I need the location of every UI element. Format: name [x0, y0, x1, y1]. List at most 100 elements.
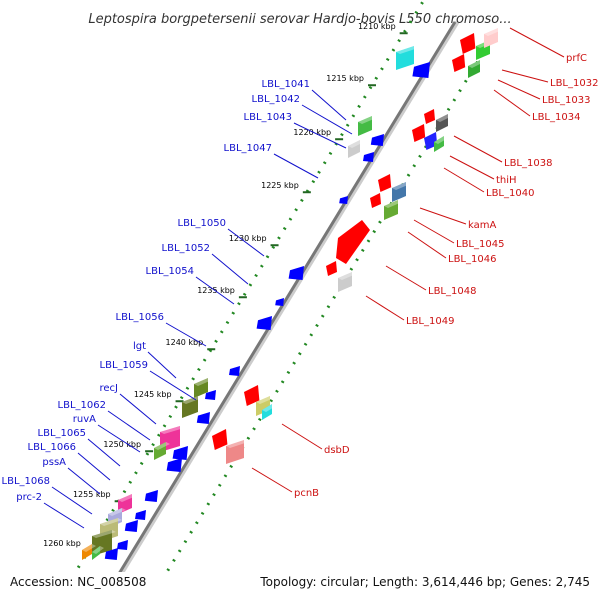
- minus-feature-29: [92, 546, 104, 560]
- gene-label-kamA: kamA: [419, 207, 496, 231]
- gene-label-text: LBL_1050: [178, 218, 226, 229]
- plus-feature-9: [434, 136, 448, 152]
- tick-8: 1250 kbp: [103, 440, 154, 453]
- plus-feature-19: [262, 404, 276, 420]
- minus-feature-1: [412, 62, 430, 78]
- gene-label-pcnB: pcnB: [251, 467, 319, 499]
- gene-label-LBL_1050: LBL_1050: [178, 218, 265, 257]
- minus-feature-18: [166, 458, 182, 472]
- gene-label-text: pssA: [42, 457, 66, 468]
- backbone-main: [101, 21, 457, 600]
- plus-feature-20: [212, 429, 228, 450]
- minus-feature-21: [135, 510, 146, 520]
- plus-feature-8: [424, 132, 438, 150]
- plus-feature-0: [460, 33, 476, 54]
- plus-feature-4: [484, 28, 502, 48]
- tick-label: 1210 kbp: [358, 22, 396, 31]
- gene-label-LBL_1040: LBL_1040: [443, 167, 534, 199]
- tick-label: 1240 kbp: [166, 338, 204, 347]
- minus-feature-11: [194, 378, 212, 398]
- tick-7: 1245 kbp: [134, 390, 184, 403]
- gene-label-text: prc-2: [16, 492, 42, 503]
- gene-label-LBL_1033: LBL_1033: [497, 79, 590, 106]
- plus-feature-10: [378, 174, 392, 192]
- gene-label-LBL_1048: LBL_1048: [385, 265, 476, 297]
- tick-label: 1245 kbp: [134, 390, 172, 399]
- plus-feature-3: [468, 60, 484, 78]
- minus-feature-10: [229, 366, 240, 376]
- tick-label: 1220 kbp: [293, 128, 331, 137]
- gene-label-text: prfC: [566, 53, 587, 64]
- minus-feature-27: [104, 548, 118, 560]
- gene-label-LBL_1045: LBL_1045: [413, 219, 504, 250]
- gene-label-text: LBL_1047: [224, 143, 272, 154]
- gene-label-LBL_1056: LBL_1056: [116, 312, 207, 347]
- minus-feature-4: [348, 140, 364, 158]
- label-layer: LBL_1041 LBL_1042 LBL_1043 LBL_1047 LBL_1050…: [2, 27, 598, 529]
- gene-label-ruvA: ruvA: [73, 414, 141, 453]
- footer-background: [0, 572, 600, 600]
- gene-label-text: LBL_1040: [486, 188, 534, 199]
- gene-label-LBL_1065: LBL_1065: [38, 428, 121, 467]
- gene-label-lgt: lgt: [133, 341, 177, 379]
- plus-feature-17: [244, 385, 260, 406]
- gene-label-text: LBL_1049: [406, 316, 454, 327]
- gene-label-text: ruvA: [73, 414, 96, 425]
- minus-feature-26: [117, 540, 128, 550]
- minus-feature-3: [370, 134, 384, 146]
- feature-layer: [82, 28, 502, 560]
- gene-label-LBL_1052: LBL_1052: [162, 243, 249, 285]
- tick-label: 1215 kbp: [326, 74, 364, 83]
- plus-feature-7: [412, 124, 426, 142]
- gene-label-text: LBL_1045: [456, 239, 504, 250]
- minus-feature-28: [82, 544, 96, 560]
- tick-label: 1230 kbp: [229, 234, 267, 243]
- gene-label-text: recJ: [100, 383, 119, 394]
- tick-label: 1260 kbp: [43, 539, 81, 548]
- tick-label: 1225 kbp: [261, 181, 299, 190]
- plus-feature-6: [436, 114, 452, 132]
- gene-label-text: LBL_1059: [100, 360, 148, 371]
- minus-feature-5: [363, 152, 374, 162]
- backbone-line: [101, 20, 460, 600]
- gene-label-text: thiH: [496, 175, 517, 186]
- gene-label-LBL_1066: LBL_1066: [28, 442, 111, 481]
- gene-label-prfC: prfC: [509, 27, 587, 64]
- gene-label-LBL_1032: LBL_1032: [501, 69, 598, 89]
- gene-label-text: LBL_1062: [58, 400, 106, 411]
- gene-label-pssA: pssA: [42, 457, 101, 495]
- plus-feature-12: [370, 193, 381, 208]
- gene-label-text: LBL_1034: [532, 112, 580, 123]
- gene-label-LBL_1041: LBL_1041: [262, 79, 347, 121]
- gene-label-text: LBL_1052: [162, 243, 210, 254]
- plus-feature-21: [226, 440, 248, 464]
- tick-2: 1220 kbp: [293, 128, 344, 141]
- accession-text: Accession: NC_008508: [10, 575, 146, 589]
- gene-label-text: LBL_1048: [428, 286, 476, 297]
- tick-0: 1210 kbp: [358, 22, 408, 35]
- gene-label-LBL_1034: LBL_1034: [493, 89, 580, 123]
- gene-label-text: LBL_1066: [28, 442, 76, 453]
- minus-feature-2: [358, 116, 376, 136]
- minus-feature-17: [172, 446, 188, 460]
- gene-label-LBL_1059: LBL_1059: [100, 360, 197, 401]
- gene-label-text: lgt: [133, 341, 146, 352]
- gene-label-LBL_1046: LBL_1046: [407, 231, 496, 265]
- minus-feature-19: [144, 490, 158, 502]
- backbone-shadow: [102, 20, 460, 600]
- gene-label-text: LBL_1043: [244, 112, 292, 123]
- tick-3: 1225 kbp: [261, 181, 311, 194]
- gene-label-text: LBL_1032: [550, 78, 598, 89]
- gene-label-text: LBL_1068: [2, 476, 50, 487]
- tick-label: 1255 kbp: [73, 490, 111, 499]
- gene-label-text: LBL_1054: [146, 266, 194, 277]
- minus-feature-24: [124, 520, 138, 532]
- tick-4: 1230 kbp: [229, 234, 279, 247]
- minus-feature-14: [196, 412, 210, 424]
- gene-label-recJ: recJ: [100, 383, 157, 425]
- gene-label-text: dsbD: [324, 445, 350, 456]
- gene-label-LBL_1062: LBL_1062: [58, 400, 151, 441]
- gene-label-text: pcnB: [294, 488, 319, 499]
- gene-label-text: LBL_1038: [504, 158, 552, 169]
- minus-feature-0: [396, 46, 418, 70]
